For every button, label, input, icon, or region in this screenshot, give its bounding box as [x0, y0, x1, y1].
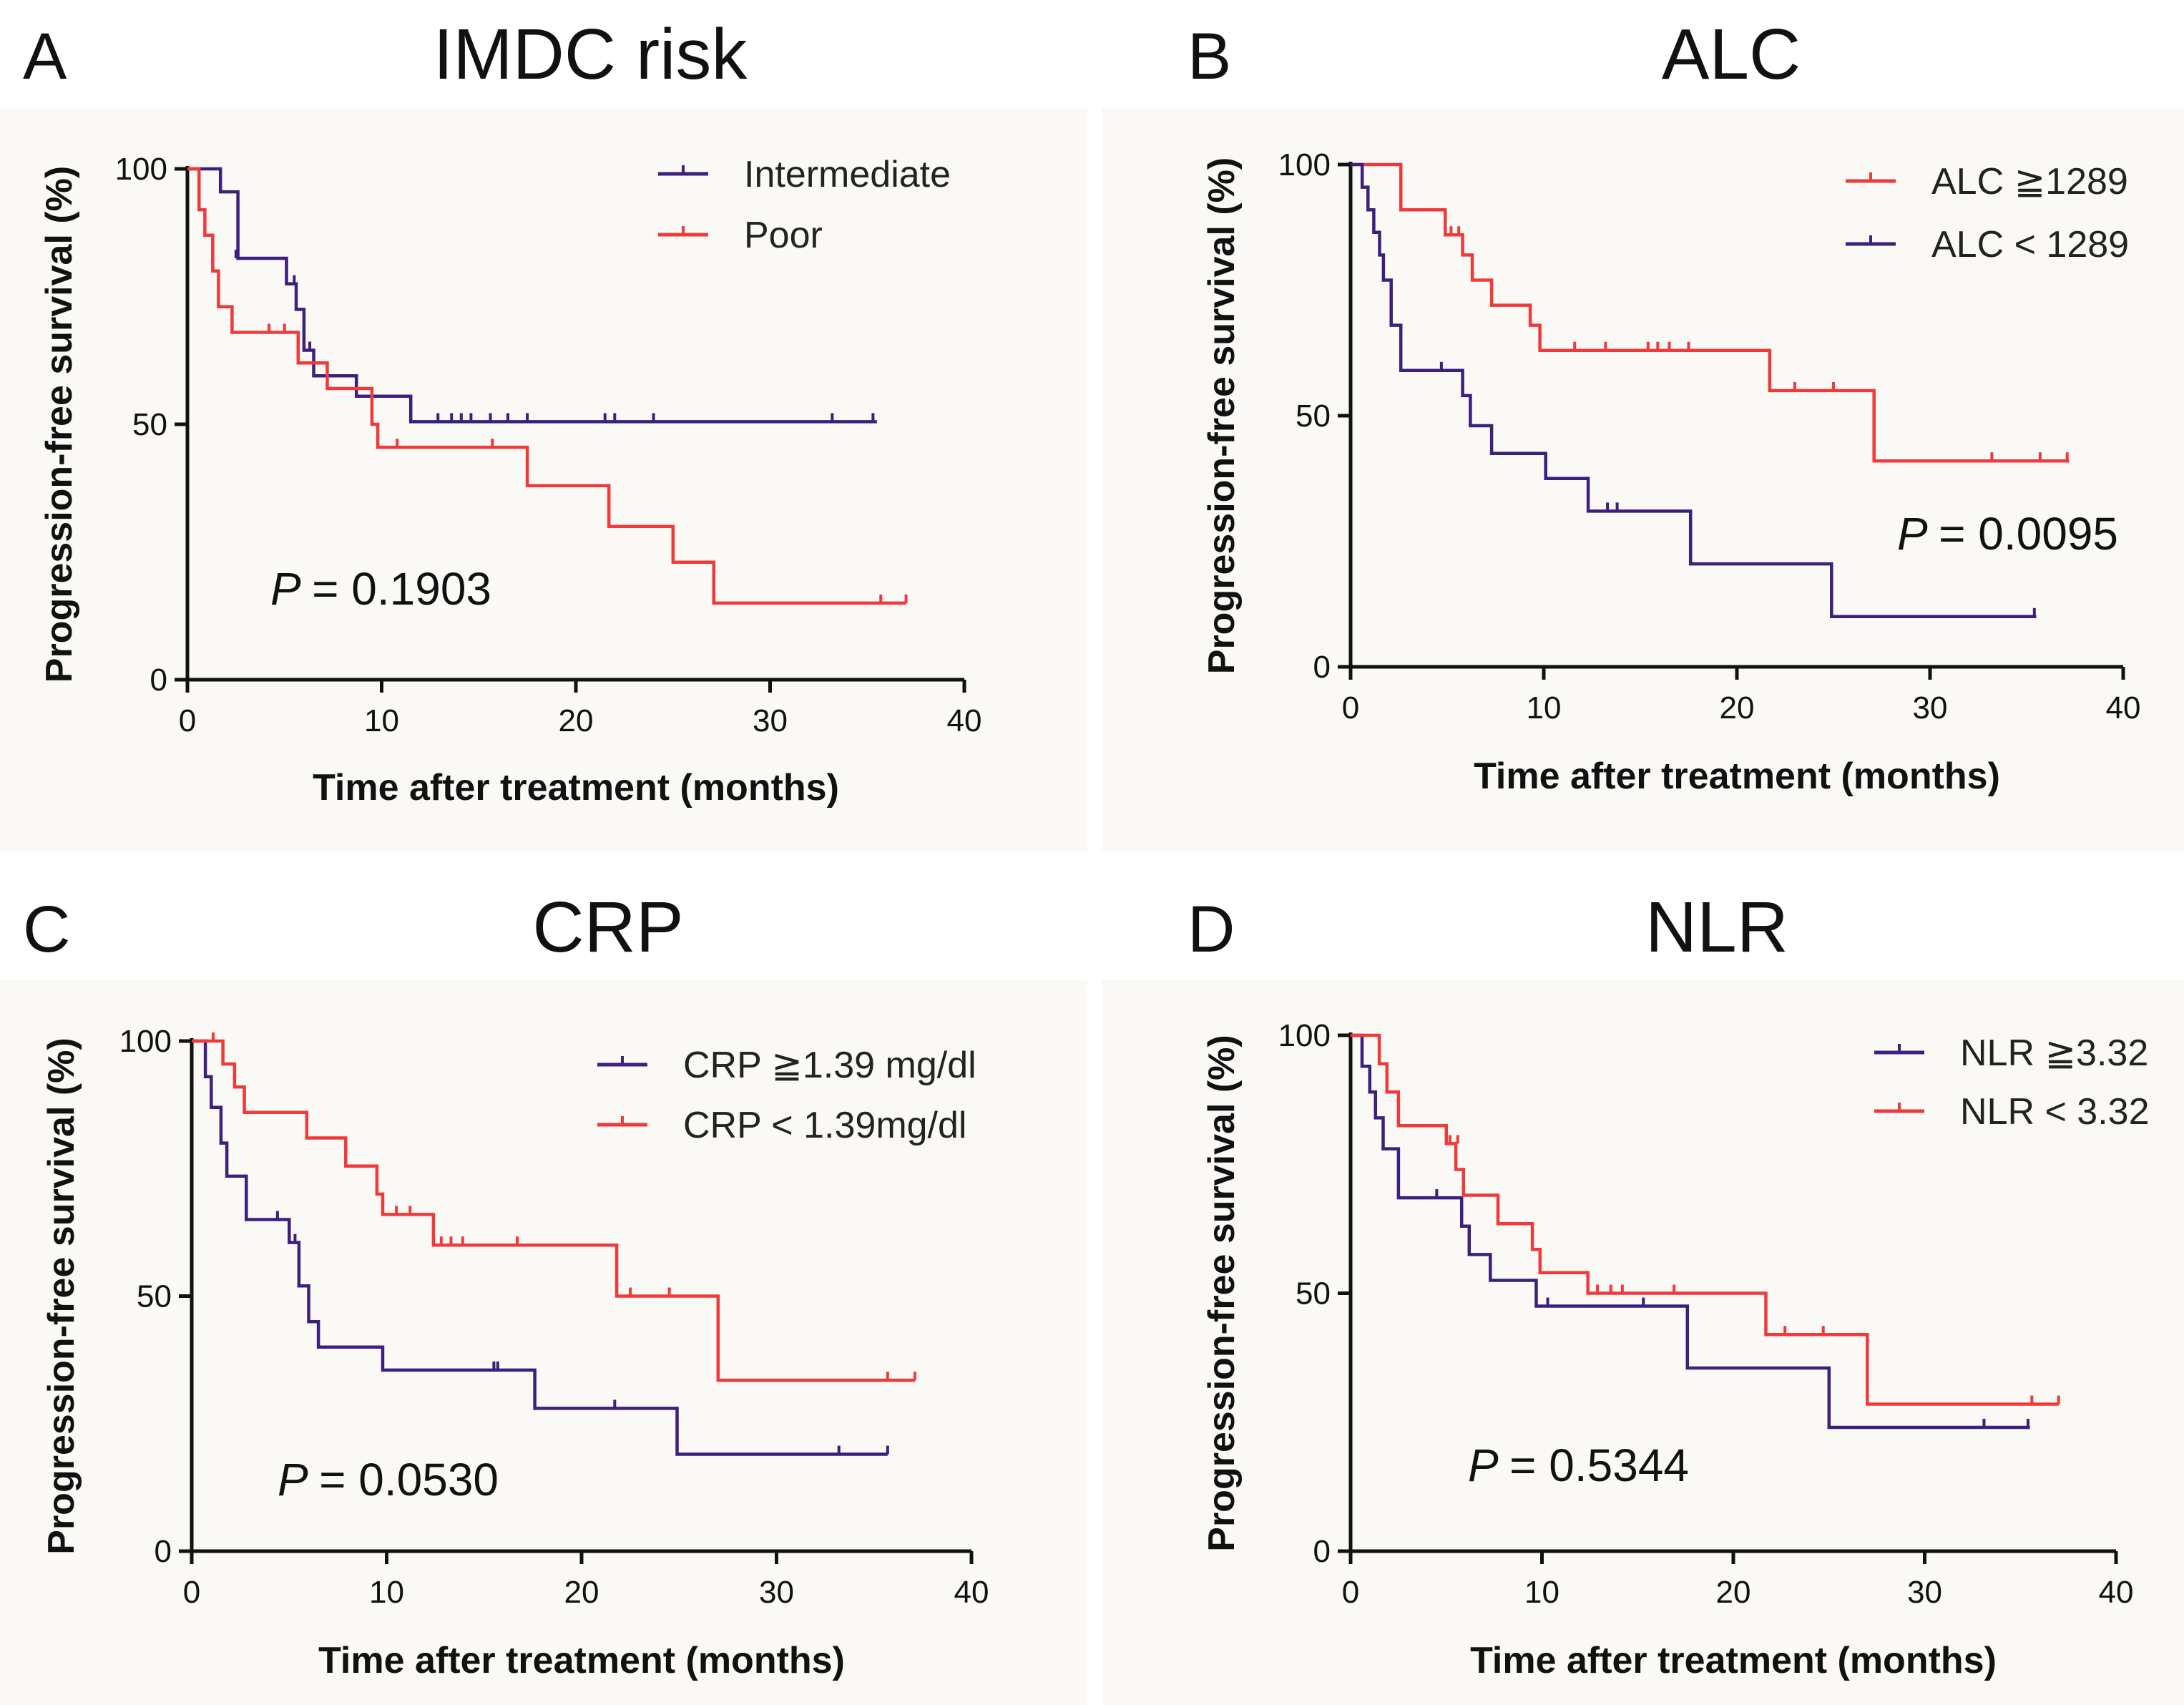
p-value-number: = 0.1903 [312, 563, 491, 615]
x-tick-label: 0 [1342, 690, 1359, 726]
panel-title: NLR [1645, 887, 1788, 967]
x-tick-label: 30 [753, 703, 788, 738]
x-tick-label: 30 [1907, 1575, 1942, 1610]
x-tick-label: 10 [1527, 690, 1562, 726]
panel-title: ALC [1662, 14, 1801, 94]
y-axis-title: Progression-free survival (%) [1201, 157, 1243, 674]
p-value-number: = 0.0095 [1939, 508, 2118, 560]
y-tick-label: 50 [1296, 1276, 1331, 1311]
x-axis-title: Time after treatment (months) [313, 767, 839, 808]
p-value-symbol: P [278, 1454, 319, 1505]
legend-label-2: NLR < 3.32 [1960, 1091, 2150, 1133]
y-tick-label: 0 [1313, 1534, 1331, 1569]
legend-label-2: CRP < 1.39mg/dl [683, 1105, 966, 1146]
y-tick-label: 100 [1278, 1018, 1331, 1053]
x-axis-title: Time after treatment (months) [1474, 756, 2000, 797]
series-line-1 [1351, 1033, 2030, 1430]
legend-label-2: ALC < 1289 [1931, 224, 2129, 265]
x-tick-label: 40 [947, 703, 982, 738]
panel-a: A IMDC risk 0 10 20 30 40 0 50 100 Time after trea… [0, 14, 1087, 851]
panel-letter: C [23, 893, 70, 966]
y-axis-title: Progression-free survival (%) [39, 166, 80, 683]
x-tick-label: 0 [1342, 1575, 1359, 1610]
panel-background [0, 980, 1087, 1705]
y-tick-label: 50 [132, 407, 167, 442]
y-axis-title: Progression-free survival (%) [41, 1037, 82, 1554]
series-line-1 [192, 1039, 888, 1456]
series-line-2 [1351, 162, 2037, 619]
panel-background [0, 107, 1087, 851]
x-tick-label: 30 [1913, 690, 1948, 726]
x-tick-label: 10 [364, 703, 399, 738]
p-value-text: P = 0.5344 [1468, 1440, 1689, 1491]
y-tick-label: 0 [1313, 650, 1331, 685]
p-value-text: P = 0.0530 [278, 1454, 499, 1505]
panel-title: CRP [532, 887, 683, 967]
x-tick-label: 40 [954, 1575, 989, 1610]
panel-d: D NLR 0 10 20 30 40 0 50 100 Time after treatment … [1102, 887, 2184, 1705]
x-tick-label: 30 [759, 1575, 794, 1610]
p-value-number: = 0.0530 [319, 1454, 499, 1505]
x-tick-label: 20 [559, 703, 594, 738]
legend-label-1: Intermediate [744, 154, 951, 195]
x-tick-label: 20 [564, 1575, 599, 1610]
panel-letter: D [1188, 893, 1235, 966]
series-line-1 [187, 167, 877, 424]
panel-background [1102, 107, 2184, 851]
y-tick-label: 100 [119, 1024, 172, 1059]
legend-label-2: Poor [744, 215, 823, 256]
panel-c: C CRP 0 10 20 30 40 0 50 100 Time after treatment … [0, 887, 1087, 1705]
panel-letter: A [23, 20, 67, 93]
panel-background [1102, 980, 2184, 1705]
y-tick-label: 100 [1278, 147, 1331, 182]
y-tick-label: 0 [155, 1534, 172, 1569]
y-axis-title: Progression-free survival (%) [1201, 1035, 1243, 1551]
panel-b: B ALC 0 10 20 30 40 0 50 100 Time after treatment … [1102, 14, 2184, 851]
series-line-2 [187, 167, 906, 605]
x-tick-label: 20 [1716, 1575, 1751, 1610]
x-tick-label: 10 [369, 1575, 404, 1610]
series-line-1 [1351, 162, 2070, 463]
p-value-symbol: P [270, 563, 312, 615]
x-axis-title: Time after treatment (months) [318, 1640, 845, 1681]
x-tick-label: 40 [2106, 690, 2141, 726]
x-axis-title: Time after treatment (months) [1470, 1640, 1997, 1681]
legend-label-1: ALC ≧1289 [1931, 161, 2128, 202]
x-tick-label: 0 [179, 703, 196, 738]
p-value-symbol: P [1468, 1440, 1509, 1491]
x-tick-label: 0 [183, 1575, 200, 1610]
y-tick-label: 50 [1296, 399, 1331, 434]
series-line-2 [192, 1039, 915, 1382]
y-tick-label: 0 [150, 663, 167, 698]
x-tick-label: 40 [2099, 1575, 2134, 1610]
panel-letter: B [1188, 20, 1231, 93]
legend-label-1: NLR ≧3.32 [1960, 1032, 2148, 1074]
panel-title: IMDC risk [434, 14, 748, 94]
y-tick-label: 100 [115, 152, 167, 187]
x-tick-label: 10 [1524, 1575, 1559, 1610]
x-tick-label: 20 [1720, 690, 1755, 726]
p-value-number: = 0.5344 [1509, 1440, 1689, 1491]
p-value-symbol: P [1897, 508, 1939, 560]
p-value-text: P = 0.0095 [1897, 508, 2118, 560]
series-line-2 [1351, 1033, 2059, 1406]
y-tick-label: 50 [137, 1279, 172, 1314]
p-value-text: P = 0.1903 [270, 563, 491, 615]
legend-label-1: CRP ≧1.39 mg/dl [683, 1045, 976, 1086]
